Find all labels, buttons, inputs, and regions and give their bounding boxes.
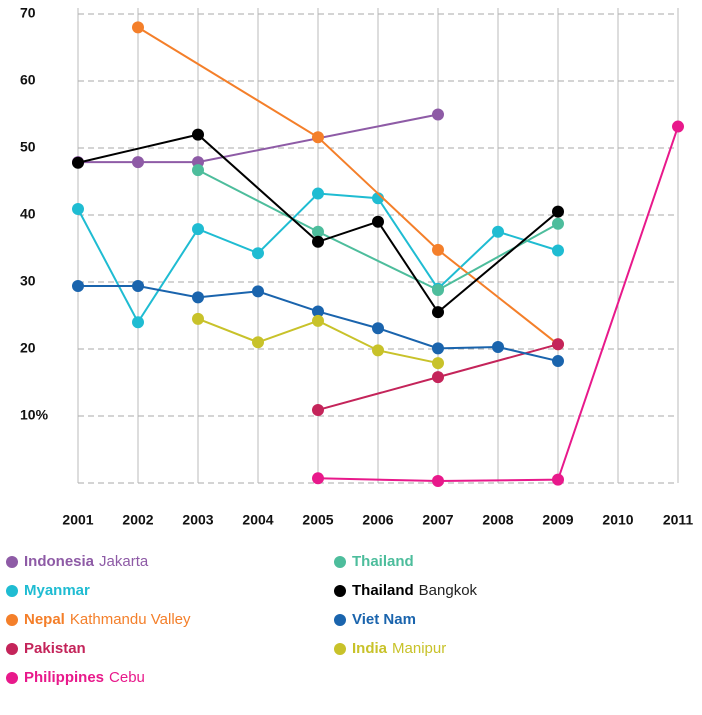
series-line — [137, 26, 559, 346]
data-point — [192, 312, 204, 325]
data-point — [492, 340, 504, 353]
legend-entry: Pakistan — [24, 640, 86, 657]
legend-marker — [334, 643, 346, 655]
legend-marker — [6, 585, 18, 597]
data-point — [552, 338, 564, 351]
data-point — [432, 284, 444, 297]
x-tick-label: 2011 — [663, 512, 694, 528]
y-tick-label: 40 — [20, 206, 36, 222]
data-point — [192, 291, 204, 304]
data-point — [492, 225, 504, 238]
x-tick-label: 2005 — [302, 512, 333, 528]
legend-name: India — [352, 640, 388, 657]
y-tick-label: 70 — [20, 5, 36, 21]
data-point — [312, 187, 324, 200]
x-tick-label: 2003 — [182, 512, 213, 528]
data-point — [552, 205, 564, 218]
data-point — [432, 342, 444, 355]
legend-marker — [6, 614, 18, 626]
legend-name: Indonesia — [24, 553, 95, 570]
data-point — [72, 202, 84, 215]
legend-marker — [334, 614, 346, 626]
data-point — [312, 225, 324, 238]
legend-entry: Thailand Bangkok — [352, 582, 478, 599]
data-point — [432, 357, 444, 370]
x-tick-label: 2004 — [242, 512, 273, 528]
data-point — [552, 473, 564, 486]
data-point — [132, 156, 144, 169]
data-point — [312, 235, 324, 248]
series-line — [77, 133, 559, 314]
legend-name: Philippines — [24, 669, 104, 686]
x-tick-label: 2001 — [62, 512, 93, 528]
legend-name: Viet Nam — [352, 611, 416, 628]
data-point — [432, 108, 444, 121]
x-tick-label: 2009 — [542, 512, 573, 528]
legend-region: Bangkok — [419, 582, 478, 599]
legend-region: Jakarta — [99, 553, 149, 570]
data-point — [252, 336, 264, 349]
data-point — [552, 244, 564, 257]
data-point — [132, 316, 144, 329]
data-point — [432, 474, 444, 487]
legend-marker — [6, 643, 18, 655]
legend-name: Nepal — [24, 611, 65, 628]
legend-marker — [6, 672, 18, 684]
legend-entry: India Manipur — [352, 640, 446, 657]
series-line — [317, 126, 679, 482]
legend-entry: Viet Nam — [352, 611, 416, 628]
data-point — [372, 322, 384, 335]
y-tick-label: 50 — [20, 139, 36, 155]
data-point — [432, 306, 444, 319]
data-point — [252, 285, 264, 298]
legend-marker — [334, 585, 346, 597]
data-point — [132, 280, 144, 293]
legend-marker — [334, 556, 346, 568]
legend-name: Thailand — [352, 553, 414, 570]
legend-name: Myanmar — [24, 582, 90, 599]
legend-entry: Thailand — [352, 553, 414, 570]
series-line — [197, 169, 559, 292]
data-point — [552, 355, 564, 368]
data-point — [312, 314, 324, 327]
data-point — [312, 131, 324, 144]
data-point — [372, 344, 384, 357]
data-point — [192, 128, 204, 141]
legend-name: Pakistan — [24, 640, 86, 657]
data-point — [312, 403, 324, 416]
y-tick-label: 60 — [20, 72, 36, 88]
data-point — [372, 215, 384, 228]
y-tick-label: 10% — [20, 407, 49, 423]
y-tick-label: 30 — [20, 273, 36, 289]
legend-entry: Nepal Kathmandu Valley — [24, 611, 191, 628]
legend-entry: Myanmar — [24, 582, 90, 599]
data-point — [132, 21, 144, 34]
x-tick-label: 2010 — [602, 512, 633, 528]
data-point — [432, 243, 444, 256]
x-tick-label: 2006 — [362, 512, 393, 528]
x-tick-label: 2002 — [122, 512, 153, 528]
legend-region: Cebu — [109, 669, 145, 686]
x-tick-label: 2008 — [482, 512, 513, 528]
data-point — [552, 217, 564, 230]
data-point — [432, 371, 444, 384]
legend-entry: Philippines Cebu — [24, 669, 145, 686]
data-point — [252, 247, 264, 260]
legend-entry: Indonesia Jakarta — [24, 553, 149, 570]
data-point — [192, 164, 204, 177]
data-point — [312, 472, 324, 485]
data-point — [672, 120, 684, 133]
legend-region: Kathmandu Valley — [70, 611, 191, 628]
y-tick-label: 20 — [20, 340, 36, 356]
legend-marker — [6, 556, 18, 568]
legend-region: Manipur — [392, 640, 446, 657]
data-point — [192, 223, 204, 236]
x-tick-label: 2007 — [422, 512, 453, 528]
data-point — [312, 305, 324, 318]
data-point — [72, 280, 84, 293]
data-point — [72, 156, 84, 169]
legend-name: Thailand — [352, 582, 414, 599]
